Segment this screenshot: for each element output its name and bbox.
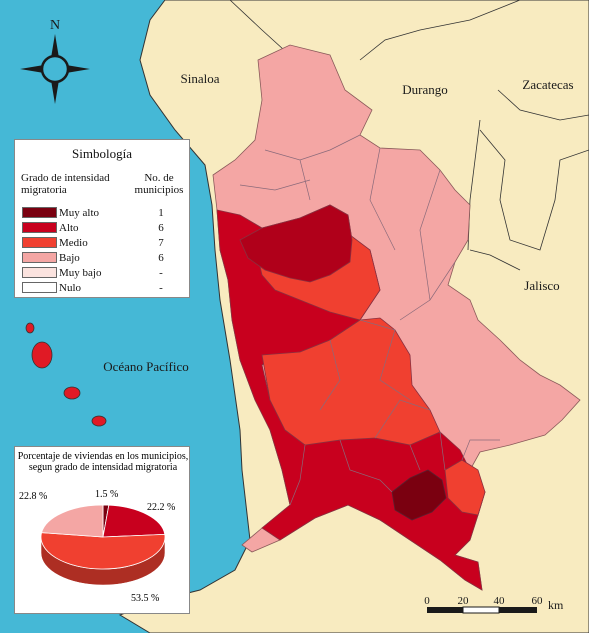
legend-count-alto: 6 <box>158 222 164 234</box>
label-ocean: Océano Pacífico <box>103 359 189 374</box>
label-zacatecas: Zacatecas <box>522 77 573 92</box>
legend-header-grade: Grado de intensidad migratoria <box>21 172 110 196</box>
pie-slice-bajo <box>41 504 104 538</box>
legend-label-muy-alto: Muy alto <box>59 207 100 219</box>
label-jalisco: Jalisco <box>524 278 559 293</box>
region-alto-north-core <box>239 204 353 283</box>
legend-row-bajo: Bajo 6 <box>15 252 189 264</box>
legend-swatch-medio <box>22 237 57 248</box>
legend: Simbología Grado de intensidad migratori… <box>14 139 190 298</box>
label-sinaloa: Sinaloa <box>181 71 220 86</box>
island-maria-madre <box>31 341 53 369</box>
legend-title: Simbología <box>72 146 132 161</box>
legend-count-bajo: 6 <box>158 252 164 264</box>
pie-slice-medio <box>40 532 166 570</box>
island-small-north <box>25 322 35 334</box>
pie-chart-panel: Porcentaje de viviendas en los municipio… <box>14 446 190 614</box>
pie-label-muy-alto: 1.5 % <box>95 489 119 500</box>
legend-header-count: No. de municipios <box>134 172 184 196</box>
legend-count-medio: 7 <box>158 237 164 249</box>
scale-tick-40: 40 <box>494 595 506 607</box>
scale-tick-60: 60 <box>532 595 544 607</box>
pie-label-alto: 22.2 % <box>147 502 176 513</box>
legend-row-muy-bajo: Muy bajo - <box>15 267 189 279</box>
label-durango: Durango <box>402 82 448 97</box>
legend-swatch-muy-alto <box>22 207 57 218</box>
municipal-borders <box>239 134 500 506</box>
pie-slice-alto <box>102 504 166 538</box>
pie-label-bajo: 22.8 % <box>19 491 48 502</box>
legend-swatch-nulo <box>22 282 57 293</box>
legend-label-nulo: Nulo <box>59 282 81 294</box>
legend-count-muy-bajo: - <box>159 267 163 279</box>
legend-count-muy-alto: 1 <box>158 207 164 219</box>
island-maria-magdalena <box>63 386 81 400</box>
legend-label-muy-bajo: Muy bajo <box>59 267 102 279</box>
legend-row-alto: Alto 6 <box>15 222 189 234</box>
legend-label-medio: Medio <box>59 237 88 249</box>
region-medio-south <box>444 459 486 516</box>
pie-label-medio: 53.5 % <box>131 593 160 604</box>
legend-swatch-muy-bajo <box>22 267 57 278</box>
scale-tick-0: 0 <box>424 595 430 607</box>
compass-north-label: N <box>50 18 60 33</box>
legend-count-nulo: - <box>159 282 163 294</box>
compass-rose-icon <box>20 34 90 104</box>
scale-unit: km <box>548 598 564 612</box>
legend-label-alto: Alto <box>59 222 79 234</box>
legend-swatch-alto <box>22 222 57 233</box>
legend-label-bajo: Bajo <box>59 252 80 264</box>
legend-swatch-bajo <box>22 252 57 263</box>
island-maria-cleofas <box>91 415 107 427</box>
legend-row-muy-alto: Muy alto 1 <box>15 207 189 219</box>
scale-tick-20: 20 <box>458 595 470 607</box>
scale-bar <box>427 606 537 614</box>
legend-row-medio: Medio 7 <box>15 237 189 249</box>
pie-chart <box>40 504 166 586</box>
legend-row-nulo: Nulo - <box>15 282 189 294</box>
pie-slices <box>40 504 166 570</box>
region-muy-alto <box>391 469 447 521</box>
pie-title: Porcentaje de viviendas en los municipio… <box>17 451 189 473</box>
